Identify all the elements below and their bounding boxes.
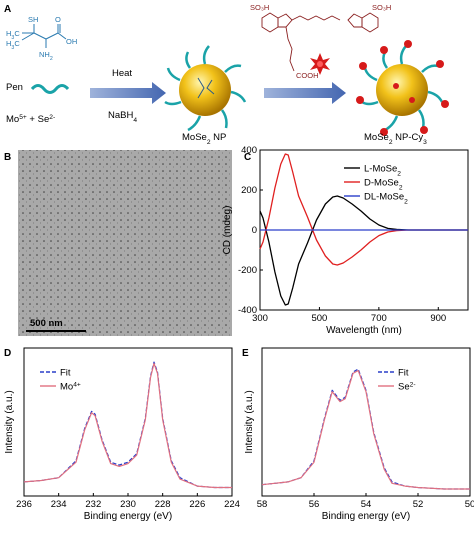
cy3-dye-structure <box>261 12 379 72</box>
legend-entry: DL-MoSe2 <box>364 192 408 206</box>
xps-se-chart: 58 56 54 52 50 Binding energy (eV) Intensity (… <box>244 347 474 522</box>
x-tick-label: 54 <box>361 499 372 510</box>
x-axis-label: Binding energy (eV) <box>84 511 172 522</box>
x-tick-label: 226 <box>189 499 205 510</box>
molecule-label-h3c-1: H3C <box>6 29 20 41</box>
legend-entry: L-MoSe2 <box>364 164 401 178</box>
arrow1-bottom-label: NaBH4 <box>108 110 137 124</box>
x-axis-label: Binding energy (eV) <box>322 511 410 522</box>
x-tick-label: 52 <box>413 499 424 510</box>
y-tick-label: 400 <box>241 145 257 156</box>
xps-mo-chart: 236 234 232 230 228 226 224 Binding energy (eV)… <box>4 347 240 522</box>
legend-entry: Fit <box>398 368 409 379</box>
x-tick-label: 232 <box>85 499 101 510</box>
cy3-dye-burst-icon <box>310 53 330 75</box>
panel-c-label: C <box>244 152 251 163</box>
x-tick-label: 236 <box>16 499 32 510</box>
panel-e: E 58 56 54 52 50 Binding energy (eV) Intensity… <box>242 347 474 522</box>
cy3-cooh: COOH <box>296 71 319 80</box>
molecule-label-nh2: NH2 <box>39 50 53 62</box>
y-axis-label: Intensity (a.u.) <box>4 390 15 453</box>
x-tick-label: 224 <box>224 499 240 510</box>
cy3-sulfo-left: SO₃H <box>250 3 269 12</box>
y-tick-label: 200 <box>241 185 257 196</box>
legend-entry: Se2- <box>398 381 416 393</box>
reaction-arrow-1 <box>90 82 166 104</box>
series-line-mo4- <box>23 362 232 489</box>
y-axis-label: CD (mdeg) <box>222 206 233 255</box>
legend-entry: D-MoSe2 <box>364 178 403 192</box>
y-tick-label: -200 <box>238 265 257 276</box>
np-cy3-label: MoSe2 NP-Cy3 <box>364 132 427 146</box>
panel-b: B 500 nm <box>4 150 232 336</box>
legend-entry: Mo4+ <box>60 381 81 393</box>
x-axis-label: Wavelength (nm) <box>326 325 402 336</box>
x-tick-label: 228 <box>155 499 171 510</box>
panel-a-label: A <box>4 4 11 15</box>
x-tick-label: 900 <box>430 313 446 324</box>
y-axis-label: Intensity (a.u.) <box>244 390 255 453</box>
tem-image <box>18 150 232 336</box>
panel-b-label: B <box>4 152 11 163</box>
reaction-arrow-2 <box>264 82 346 104</box>
molecule-label-sh: SH <box>28 15 38 24</box>
x-tick-label: 300 <box>252 313 268 324</box>
mose2-np-illustration <box>164 45 247 132</box>
cy3-sulfo-right: SO₃H <box>372 3 391 12</box>
panel-d-label: D <box>4 348 11 359</box>
molecule-label-o: O <box>55 15 61 24</box>
series-line-se2- <box>261 370 470 490</box>
series-line-l-mose2 <box>259 195 468 306</box>
molecule-label-oh: OH <box>66 37 77 46</box>
x-tick-label: 500 <box>311 313 327 324</box>
cd-chart: 300 500 700 900 -400 -200 0 200 400 Wavelength (n… <box>222 145 469 336</box>
x-tick-label: 58 <box>257 499 268 510</box>
panel-d: D 236 234 232 230 228 226 224 Binding energy (e… <box>4 347 240 522</box>
np-label: MoSe2 NP <box>182 132 226 146</box>
panel-e-label: E <box>242 348 249 359</box>
scale-bar-label: 500 nm <box>30 318 63 329</box>
plot-frame <box>261 347 471 497</box>
precursor-label: Mo5+ + Se2- <box>6 114 55 126</box>
y-tick-label: 0 <box>252 225 257 236</box>
y-tick-label: -400 <box>238 305 257 316</box>
x-tick-label: 234 <box>51 499 67 510</box>
plot-frame <box>23 347 233 497</box>
x-tick-label: 56 <box>309 499 320 510</box>
series-line-fit <box>261 368 470 490</box>
arrow1-top-label: Heat <box>112 68 132 79</box>
x-tick-label: 700 <box>371 313 387 324</box>
pen-label: Pen <box>6 82 23 93</box>
molecule-label-h3c-2: H3C <box>6 39 20 51</box>
penicillamine-structure <box>21 24 67 48</box>
x-tick-label: 50 <box>465 499 474 510</box>
panel-c: C 300 500 700 900 -400 -200 0 200 400 Wavelength … <box>222 145 469 336</box>
panel-a: A SH H3C H3C NH2 OH O Pen Mo5+ + Se2- He… <box>4 3 449 146</box>
series-line-fit <box>23 361 232 489</box>
mose2-np-cy3-illustration <box>356 40 449 136</box>
legend-entry: Fit <box>60 368 71 379</box>
x-tick-label: 230 <box>120 499 136 510</box>
pen-ligand-glyph <box>30 84 70 94</box>
